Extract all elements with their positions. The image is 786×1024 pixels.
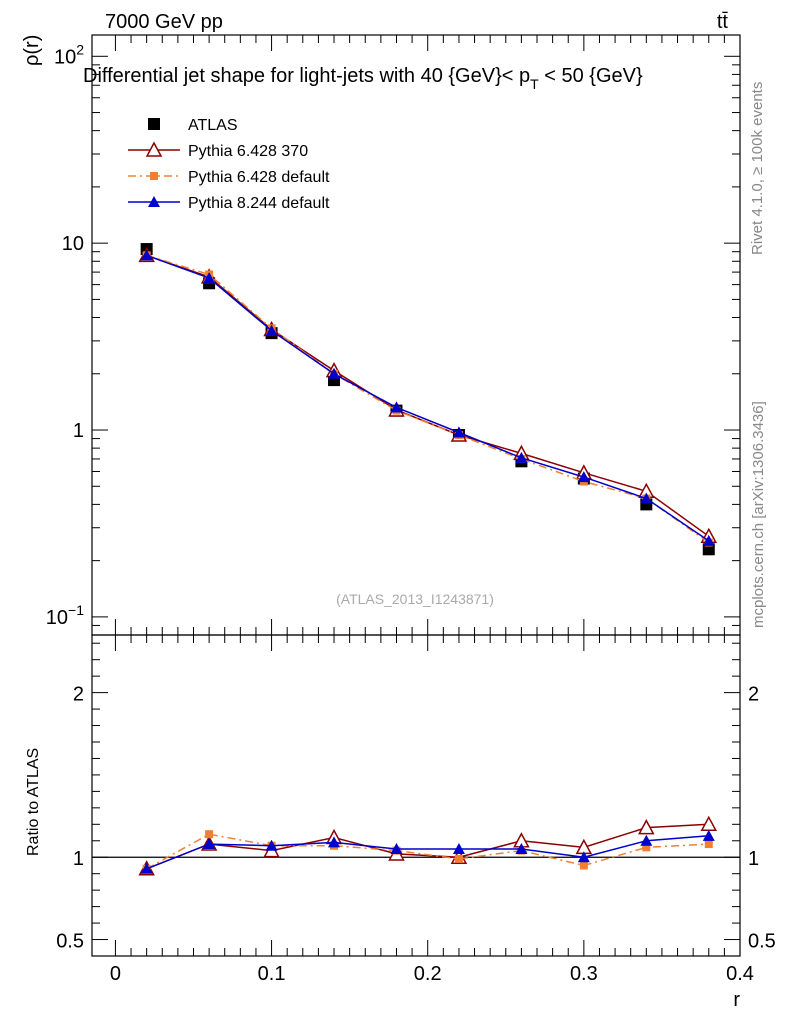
y-tick-label-base: 10 <box>54 46 76 68</box>
chart-title-end: < 50 {GeV} <box>539 65 643 87</box>
ratio-tick-label-left: 0.5 <box>56 931 84 953</box>
process-label: tt̄ <box>717 11 729 33</box>
ratio-tick-label-left: 2 <box>73 684 84 706</box>
x-tick-label: 0.3 <box>570 963 598 985</box>
ratio-point-pythia-6-428-370 <box>638 819 655 835</box>
chart-title-sub: T <box>530 76 539 92</box>
legend-label-atlas: ATLAS <box>188 117 238 134</box>
ratio-point-pythia-8-244-default <box>203 838 216 850</box>
ratio-tick-label-right: 2 <box>748 684 759 706</box>
x-axis-ticks: 0 0.1 0.2 0.3 0.4 <box>110 35 754 985</box>
ratio-line-pythia-6-428-default <box>146 833 709 870</box>
y-tick-label: 102 <box>54 41 84 68</box>
legend-label-pythia-8-244-default: Pythia 8.244 default <box>188 195 330 212</box>
ratio-point-pythia-8-244-default <box>452 843 465 854</box>
point-pythia-8-244-default <box>390 401 403 413</box>
series-line-pythia-6-428-370 <box>146 254 710 537</box>
x-tick-label: 0 <box>110 963 121 985</box>
ratio-point-pythia-8-244-default <box>515 843 528 854</box>
point-pythia-8-244-default <box>203 272 216 284</box>
rivet-label: Rivet 4.1.0, ≥ 100k events <box>749 82 766 255</box>
ratio-point-pythia-8-244-default <box>140 862 153 874</box>
point-pythia-8-244-default <box>265 324 278 336</box>
x-tick-label: 0.2 <box>414 963 442 985</box>
legend-label-pythia-6-428-default: Pythia 6.428 default <box>188 169 330 186</box>
ratio-point-pythia-6-428-default <box>579 861 588 870</box>
y-tick-label: 10−1 <box>46 602 84 629</box>
ratio-point-pythia-8-244-default <box>390 843 403 854</box>
chart-title: Differential jet shape for light-jets wi… <box>83 65 643 92</box>
legend-marker-pythia-6-428-370 <box>145 141 163 157</box>
point-pythia-8-244-default <box>577 471 590 483</box>
point-pythia-8-244-default <box>328 367 341 379</box>
y-axis-label: ρ(r) <box>21 35 43 66</box>
ratio-point-pythia-8-244-default <box>640 834 653 846</box>
ratio-axis-ticks: 2 2 1 1 0.5 0.5 <box>56 642 776 953</box>
ratio-point-pythia-6-428-default <box>454 854 463 863</box>
ratio-axis-label: Ratio to ATLAS <box>25 748 42 856</box>
y-tick-label-exp: 2 <box>76 41 84 57</box>
point-pythia-8-244-default <box>140 249 153 261</box>
ratio-point-pythia-6-428-default <box>205 830 214 839</box>
ratio-line-pythia-6-428-370 <box>146 823 709 870</box>
legend-marker-atlas <box>148 118 160 130</box>
ratio-point-pythia-6-428-default <box>704 840 713 849</box>
ratio-point-pythia-6-428-default <box>642 843 651 852</box>
analysis-id: (ATLAS_2013_I1243871) <box>336 591 494 607</box>
ratio-point-pythia-8-244-default <box>702 829 715 841</box>
y-tick-label: 10 <box>62 233 84 255</box>
chart-title-main: Differential jet shape for light-jets wi… <box>83 65 530 87</box>
point-pythia-8-244-default <box>640 492 653 504</box>
x-tick-label: 0.1 <box>258 963 286 985</box>
ratio-point-pythia-6-428-370 <box>700 815 718 832</box>
ratio-tick-label-right: 0.5 <box>748 931 776 953</box>
ratio-point-pythia-8-244-default <box>577 851 590 863</box>
ratio-tick-label-right: 1 <box>748 848 759 870</box>
energy-label: 7000 GeV pp <box>105 11 223 33</box>
point-pythia-8-244-default <box>515 451 528 463</box>
legend-label-pythia-6-428-370: Pythia 6.428 370 <box>188 143 308 160</box>
legend-marker-pythia-8-244-default <box>148 196 160 207</box>
legend: ATLAS Pythia 6.428 370 Pythia 6.428 defaul… <box>128 117 330 212</box>
series-line-pythia-8-244-default <box>146 254 710 542</box>
ratio-plot-data <box>138 815 718 876</box>
ratio-plot-frame <box>91 634 741 957</box>
ratio-point-pythia-8-244-default <box>265 839 278 851</box>
y-tick-label: 1 <box>73 420 84 442</box>
ratio-point-pythia-8-244-default <box>328 836 341 848</box>
ratio-line-pythia-8-244-default <box>146 835 709 870</box>
point-pythia-8-244-default <box>452 426 465 438</box>
series-line-pythia-6-428-default <box>146 254 710 544</box>
point-pythia-8-244-default <box>702 534 715 546</box>
x-tick-label: 0.4 <box>726 963 754 985</box>
main-plot-data <box>138 243 718 556</box>
y-tick-label-exp: −1 <box>68 602 84 618</box>
ratio-tick-label-left: 1 <box>73 848 84 870</box>
mcplots-label: mcplots.cern.ch [arXiv:1306.3436] <box>750 401 767 628</box>
y-tick-label-base: 10 <box>46 607 68 629</box>
x-axis-label: r <box>733 989 740 1011</box>
legend-marker-pythia-6-428-default <box>150 172 158 180</box>
